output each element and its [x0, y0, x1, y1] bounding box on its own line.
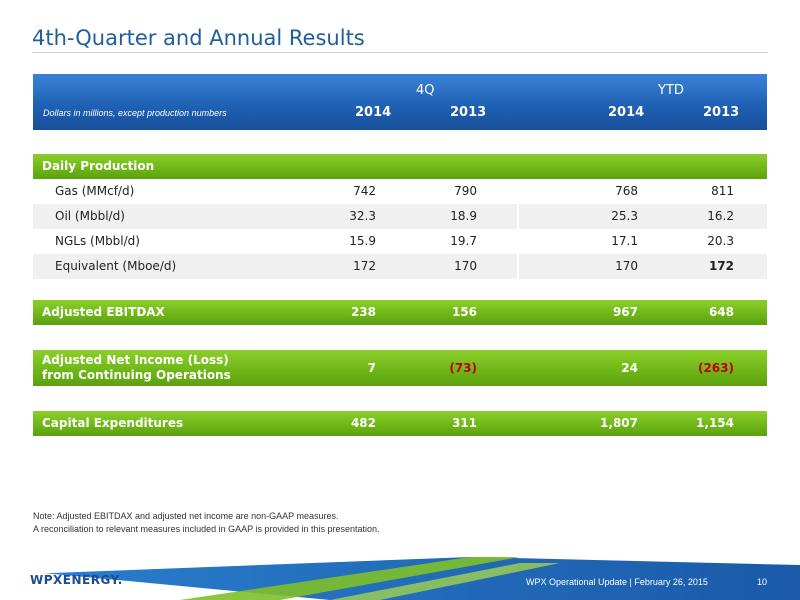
- row-label: Capital Expenditures: [42, 416, 184, 430]
- cell: 170: [615, 259, 638, 273]
- cell: 24: [621, 361, 638, 375]
- group-ytd-label: YTD: [658, 83, 684, 98]
- row-label-line2: from Continuing Operations: [42, 368, 231, 382]
- row-label: Oil (Mbbl/d): [55, 209, 125, 223]
- cell: 1,154: [696, 416, 734, 430]
- units-note: Dollars in millions, except production n…: [43, 108, 227, 118]
- row-capital-expenditures: Capital Expenditures 482 311 1,807 1,154: [33, 411, 767, 436]
- footer-caption: WPX Operational Update | February 26, 20…: [526, 577, 708, 587]
- ebitdax-table: Adjusted EBITDAX 238 156 967 648: [33, 300, 767, 325]
- row-label-line1: Adjusted Net Income (Loss): [42, 353, 229, 367]
- cell: 7: [367, 361, 376, 375]
- cell: 18.9: [450, 209, 477, 223]
- section-daily-production: Daily Production: [33, 154, 767, 179]
- cell-negative: (73): [449, 361, 477, 375]
- cell: 172: [353, 259, 376, 273]
- footer-graphic: [0, 557, 800, 600]
- page-number: 10: [757, 577, 768, 587]
- table-row: Equivalent (Mboe/d) 172 170 170 172: [33, 254, 767, 279]
- cell: 19.7: [450, 234, 477, 248]
- row-adjusted-ebitdax: Adjusted EBITDAX 238 156 967 648: [33, 300, 767, 325]
- row-adjusted-net-income: Adjusted Net Income (Loss) from Continui…: [33, 350, 767, 386]
- row-label: Gas (MMcf/d): [55, 184, 135, 198]
- footnote-line2: A reconciliation to relevant measures in…: [33, 524, 380, 534]
- production-table: Daily Production Gas (MMcf/d) 742 790 76…: [33, 154, 767, 279]
- cell: 170: [454, 259, 477, 273]
- footer-band: [0, 555, 800, 600]
- section-label: Daily Production: [42, 159, 155, 173]
- cell: 648: [708, 305, 734, 319]
- footnote-line1: Note: Adjusted EBITDAX and adjusted net …: [33, 511, 339, 521]
- row-label: NGLs (Mbbl/d): [55, 234, 140, 248]
- cell: 967: [612, 305, 638, 319]
- row-label: Equivalent (Mboe/d): [55, 259, 177, 273]
- wpx-energy-logo: WPXENERGY.: [30, 573, 123, 587]
- cell: 15.9: [349, 234, 376, 248]
- cell: 790: [454, 184, 477, 198]
- footnote: Note: Adjusted EBITDAX and adjusted net …: [33, 510, 380, 536]
- cell-negative: (263): [697, 361, 734, 375]
- col-4q-2013: 2013: [450, 105, 487, 120]
- capex-table: Capital Expenditures 482 311 1,807 1,154: [33, 411, 767, 436]
- table-row: NGLs (Mbbl/d) 15.9 19.7 17.1 20.3: [33, 229, 767, 254]
- cell: 16.2: [707, 209, 734, 223]
- cell: 20.3: [707, 234, 734, 248]
- cell: 311: [451, 416, 477, 430]
- net-income-table: Adjusted Net Income (Loss) from Continui…: [33, 350, 767, 386]
- col-4q-2014: 2014: [355, 105, 392, 120]
- cell: 742: [353, 184, 376, 198]
- table-header: 4Q YTD Dollars in millions, except produ…: [33, 74, 767, 130]
- cell: 17.1: [611, 234, 638, 248]
- cell: 172: [708, 259, 734, 273]
- cell: 811: [711, 184, 734, 198]
- cell: 25.3: [611, 209, 638, 223]
- col-ytd-2014: 2014: [608, 105, 645, 120]
- cell: 156: [451, 305, 477, 319]
- cell: 32.3: [349, 209, 376, 223]
- cell: 238: [350, 305, 376, 319]
- table-row: Gas (MMcf/d) 742 790 768 811: [33, 179, 767, 204]
- title-divider: [32, 52, 768, 53]
- col-ytd-2013: 2013: [703, 105, 740, 120]
- row-label: Adjusted EBITDAX: [42, 305, 165, 319]
- group-4q-label: 4Q: [416, 83, 435, 98]
- page-title: 4th-Quarter and Annual Results: [32, 26, 365, 50]
- cell: 768: [615, 184, 638, 198]
- cell: 482: [350, 416, 376, 430]
- table-row: Oil (Mbbl/d) 32.3 18.9 25.3 16.2: [33, 204, 767, 229]
- cell: 1,807: [600, 416, 638, 430]
